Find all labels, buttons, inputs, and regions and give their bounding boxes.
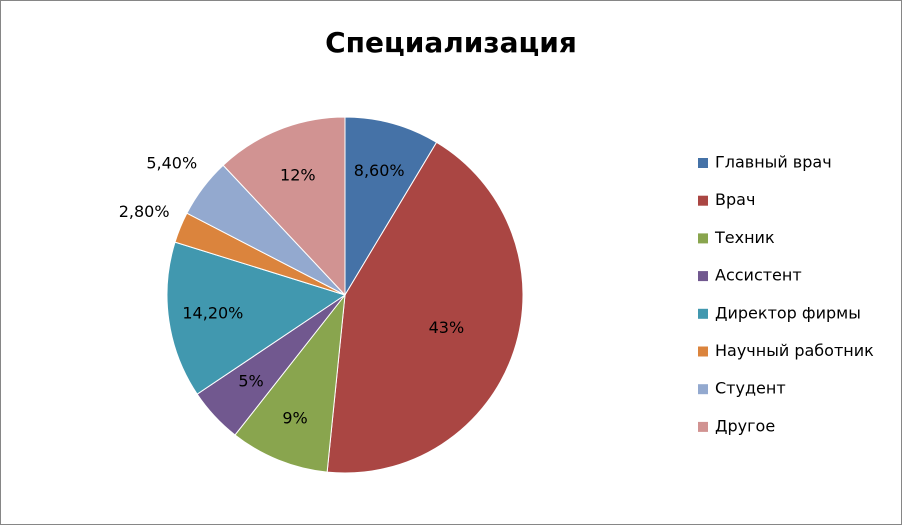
legend-swatch <box>698 158 708 168</box>
legend-label: Директор фирмы <box>715 303 861 322</box>
pie-slice <box>222 116 346 297</box>
legend-swatch <box>698 421 708 432</box>
data-label: 43% <box>429 318 465 337</box>
legend-label: Врач <box>715 190 755 209</box>
legend-label: Главный врач <box>715 153 832 172</box>
legend-label: Студент <box>715 379 786 398</box>
data-label: 8,60% <box>354 161 405 180</box>
chart-title: Специализация <box>325 26 577 59</box>
pie-slice <box>166 241 347 395</box>
pie-slice <box>344 116 438 297</box>
legend-label: Научный работник <box>715 341 874 360</box>
legend-swatch <box>698 308 708 319</box>
legend-swatch <box>698 195 708 206</box>
legend-swatch <box>698 271 708 282</box>
data-label: 2,80% <box>119 202 170 221</box>
data-label: 12% <box>280 165 316 184</box>
data-label: 5,40% <box>146 154 197 173</box>
data-label: 14,20% <box>182 304 243 323</box>
pie-slice <box>326 141 524 474</box>
legend-label: Ассистент <box>715 266 802 285</box>
legend-label: Техник <box>714 228 775 247</box>
data-label: 5% <box>238 372 263 391</box>
data-label: 9% <box>282 408 307 427</box>
legend-label: Другое <box>715 416 775 435</box>
legend-swatch <box>698 346 708 357</box>
legend-swatch <box>698 384 708 395</box>
legend-swatch <box>698 233 708 244</box>
pie-slice <box>234 293 346 473</box>
